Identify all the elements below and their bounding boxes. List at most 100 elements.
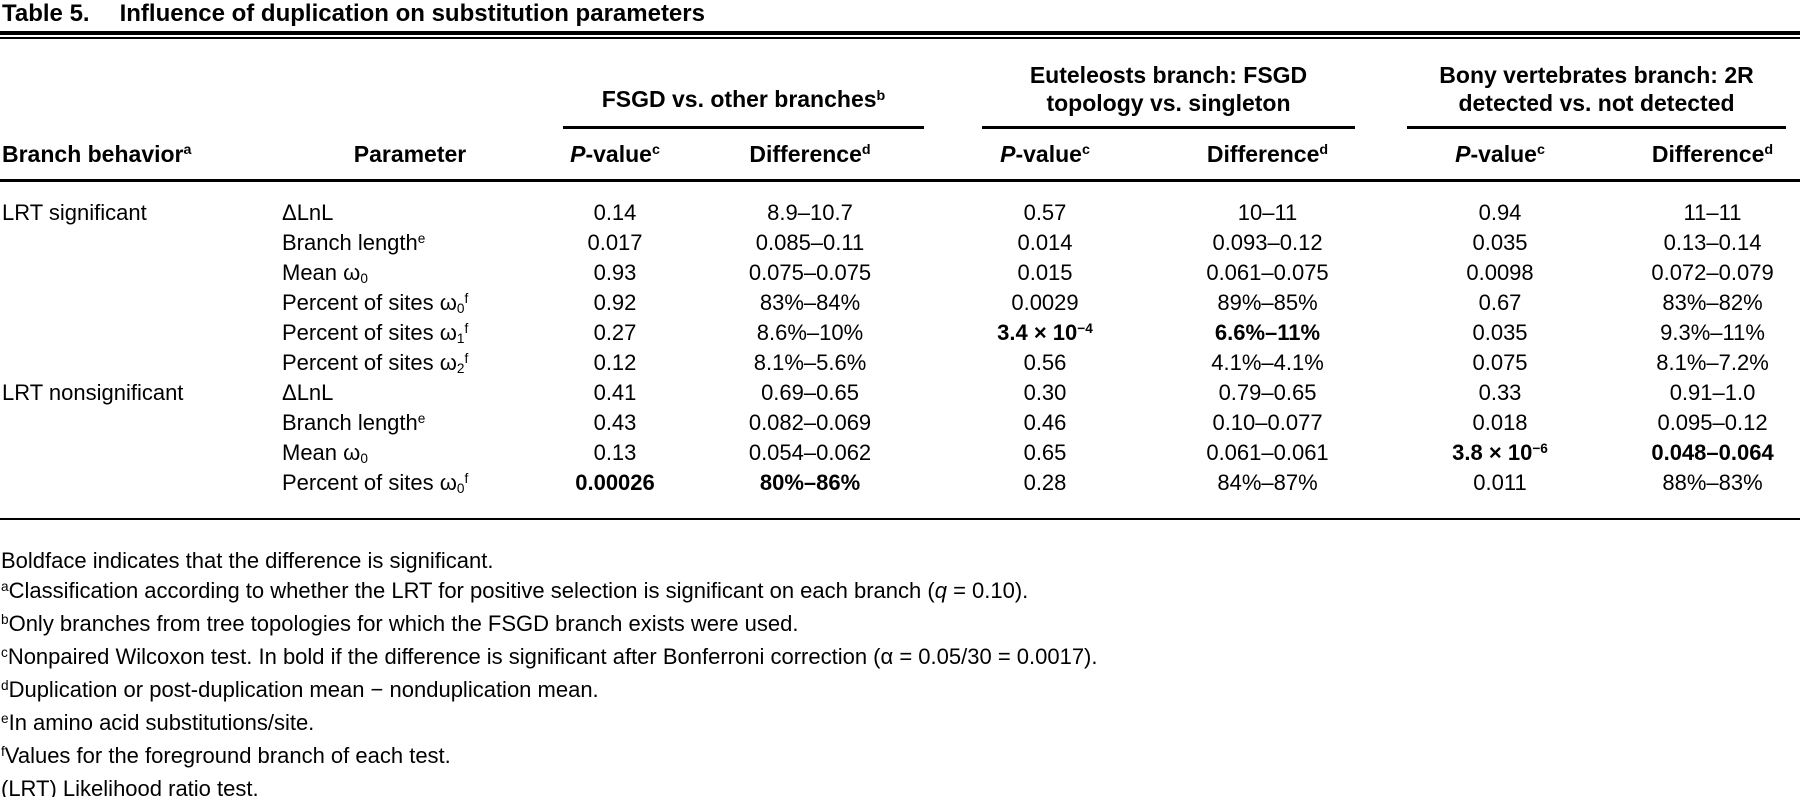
table-row: Percent of sites ω1f 0.27 8.6%–10% 3.4 × 10… (0, 318, 1800, 348)
text-segment: 0.061–0.075 (1206, 260, 1329, 285)
cell-difference: 80%–86% (690, 468, 930, 519)
text-segment: P (570, 140, 586, 167)
subscript: 2 (456, 361, 465, 376)
cell-difference: 4.1%–4.1% (1160, 348, 1375, 378)
text-segment: Parameter (353, 140, 467, 167)
text-segment: 0.035 (1472, 230, 1528, 255)
cell-p-value: 0.28 (930, 468, 1160, 519)
group-header-line: FSGD vs. other branchesb (563, 85, 924, 117)
text-segment: 0.061–0.061 (1206, 440, 1329, 465)
subscript: 0 (456, 301, 465, 316)
text-segment: 8.1%–7.2% (1656, 350, 1769, 375)
group-header-line: Bony vertebrates branch: 2R (1407, 61, 1786, 89)
cell-difference: 9.3%–11% (1625, 318, 1800, 348)
cell-p-value: 0.30 (930, 378, 1160, 408)
column-header-row: Branch behaviora Parameter P-valuec Diff… (0, 129, 1800, 182)
cell-difference: 11–11 (1625, 181, 1800, 229)
text-segment: 4.1%–4.1% (1211, 350, 1324, 375)
text-segment: topology vs. singleton (1046, 90, 1291, 116)
text-segment: 8.9–10.7 (767, 200, 853, 225)
text-segment: In amino acid substitutions/site. (8, 710, 315, 735)
cell-difference: 0.061–0.061 (1160, 438, 1375, 468)
text-segment: 0.0098 (1466, 260, 1534, 285)
superscript: −4 (1077, 321, 1093, 337)
text-segment: 3.4 × 10 (997, 320, 1078, 345)
footnotes: Boldface indicates that the difference i… (0, 520, 1800, 797)
cell-difference: 0.10–0.077 (1160, 408, 1375, 438)
footnote-line: fValues for the foreground branch of eac… (1, 741, 1800, 774)
text-segment: 0.94 (1478, 200, 1522, 225)
table-body: LRT significant ΔLnL 0.14 8.9–10.7 0.57 10–11… (0, 181, 1800, 520)
text-segment: = 0.10). (946, 578, 1029, 603)
cell-branch-behavior (0, 258, 280, 288)
text-segment: 0.43 (593, 410, 637, 435)
cell-p-value: 0.018 (1375, 408, 1625, 438)
cell-branch-behavior (0, 348, 280, 378)
column-header-difference: Differenced (1160, 129, 1376, 182)
cell-p-value: 0.011 (1375, 468, 1625, 519)
column-header-parameter: Parameter (280, 129, 540, 182)
text-segment: 0.072–0.079 (1651, 260, 1774, 285)
superscript: e (1, 711, 9, 727)
text-segment: Difference (749, 140, 862, 167)
group-header-box: Euteleosts branch: FSGD topology vs. sing… (982, 61, 1356, 129)
text-segment: 0.017 (587, 230, 643, 255)
column-header-branch-behavior: Branch behaviora (0, 129, 280, 182)
superscript: e (417, 411, 426, 427)
empty-header-cell (0, 39, 280, 129)
subscript: 1 (456, 331, 465, 346)
cell-difference: 0.085–0.11 (690, 228, 930, 258)
cell-parameter: Percent of sites ω0f (280, 468, 540, 519)
text-segment: P (1000, 140, 1016, 167)
text-segment: 0.12 (593, 350, 637, 375)
text-segment: 84%–87% (1217, 470, 1318, 495)
text-segment: 88%–83% (1662, 470, 1763, 495)
text-segment: 0.085–0.11 (755, 230, 865, 255)
cell-branch-behavior: LRT nonsignificant (2, 380, 184, 405)
superscript: d (861, 142, 871, 159)
text-segment: 0.018 (1472, 410, 1528, 435)
text-segment: 10–11 (1237, 200, 1298, 225)
superscript: b (1, 612, 9, 628)
text-segment: 0.93 (593, 260, 637, 285)
cell-p-value: 0.93 (540, 258, 690, 288)
text-segment: Boldface indicates that the difference i… (1, 548, 494, 573)
text-segment: 6.6%–11% (1214, 320, 1321, 345)
text-segment: 0.56 (1023, 350, 1067, 375)
text-segment: Difference (1206, 140, 1320, 167)
column-header-difference: Differenced (1625, 129, 1800, 182)
text-segment: (LRT) Likelihood ratio test. (1, 776, 259, 797)
table-row: LRT significant ΔLnL 0.14 8.9–10.7 0.57 10–11… (0, 181, 1800, 229)
group-header-box: Bony vertebrates branch: 2R detected vs. … (1407, 61, 1787, 129)
cell-branch-behavior: LRT significant (2, 200, 147, 225)
text-segment: 0.082–0.069 (748, 410, 872, 435)
text-segment: 0.91–1.0 (1669, 380, 1756, 405)
superscript: b (876, 87, 886, 104)
text-segment: 0.035 (1472, 320, 1528, 345)
text-segment: 0.13–0.14 (1663, 230, 1762, 255)
text-segment: 0.093–0.12 (1212, 230, 1323, 255)
cell-branch-behavior (0, 318, 280, 348)
cell-parameter: Percent of sites ω2f (280, 348, 540, 378)
text-segment: 0.015 (1017, 260, 1073, 285)
group-header-line: detected vs. not detected (1407, 89, 1786, 117)
text-segment: 0.00026 (575, 470, 655, 495)
cell-difference: 0.69–0.65 (690, 378, 930, 408)
text-segment: Difference (1651, 140, 1765, 167)
text-segment: 0.0029 (1011, 290, 1079, 315)
text-segment: 0.30 (1023, 380, 1067, 405)
cell-difference: 0.061–0.075 (1160, 258, 1375, 288)
text-segment: 0.46 (1023, 410, 1067, 435)
superscript: a (183, 142, 192, 159)
text-segment: 3.8 × 10 (1452, 440, 1533, 465)
cell-difference: 0.072–0.079 (1625, 258, 1800, 288)
cell-difference: 0.095–0.12 (1625, 408, 1800, 438)
cell-p-value: 0.13 (540, 438, 690, 468)
text-segment: 89%–85% (1217, 290, 1318, 315)
text-segment: P (1455, 140, 1471, 167)
cell-parameter: Percent of sites ω1f (280, 318, 540, 348)
text-segment: ΔLnL (282, 380, 334, 405)
table-title: Table 5. Influence of duplication on subs… (0, 0, 1800, 35)
cell-parameter: ΔLnL (280, 378, 540, 408)
text-segment: Branch length (282, 230, 418, 255)
